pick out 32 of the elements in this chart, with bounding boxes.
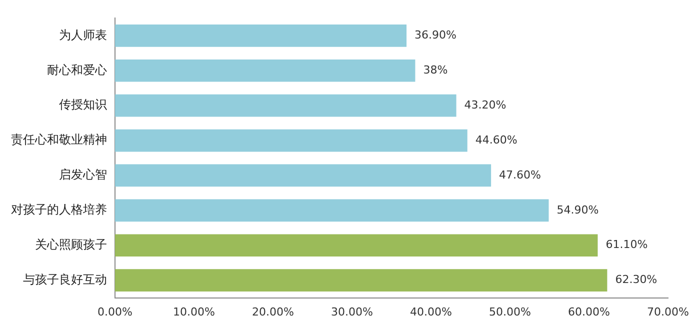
data-label: 47.60% [499,168,542,182]
x-tick-label: 40.00% [410,305,452,318]
data-label: 43.20% [464,98,506,112]
x-tick-label: 50.00% [489,305,531,318]
bar [115,269,608,292]
y-tick-label: 传授知识 [59,98,107,112]
data-label: 62.30% [615,273,658,286]
data-label: 54.90% [556,203,599,216]
x-tick-label: 0.00% [98,305,132,318]
x-tick-label: 60.00% [568,305,610,318]
y-tick-label: 为人师表 [59,28,107,42]
x-tick-label: 10.00% [173,305,215,318]
bar [115,129,468,152]
data-label: 44.60% [475,133,518,146]
y-tick-label: 启发心智 [59,168,107,182]
bar [115,94,456,117]
y-tick-label: 耐心和爱心 [47,62,107,77]
y-tick-label: 与孩子良好互动 [23,272,107,286]
bar [115,234,598,257]
bar [115,164,492,187]
y-tick-label: 责任心和敬业精神 [11,132,107,147]
bar [115,24,407,47]
x-tick-label: 70.00% [647,305,690,318]
data-label: 38% [423,63,448,76]
data-label: 61.10% [606,238,648,252]
y-tick-label: 对孩子的人格培养 [11,202,107,217]
x-tick-label: 30.00% [331,305,373,318]
bar [115,199,549,222]
y-tick-label: 关心照顾孩子 [35,238,107,252]
data-label: 36.90% [414,28,456,42]
bar [115,59,416,82]
x-tick-label: 20.00% [252,305,294,318]
